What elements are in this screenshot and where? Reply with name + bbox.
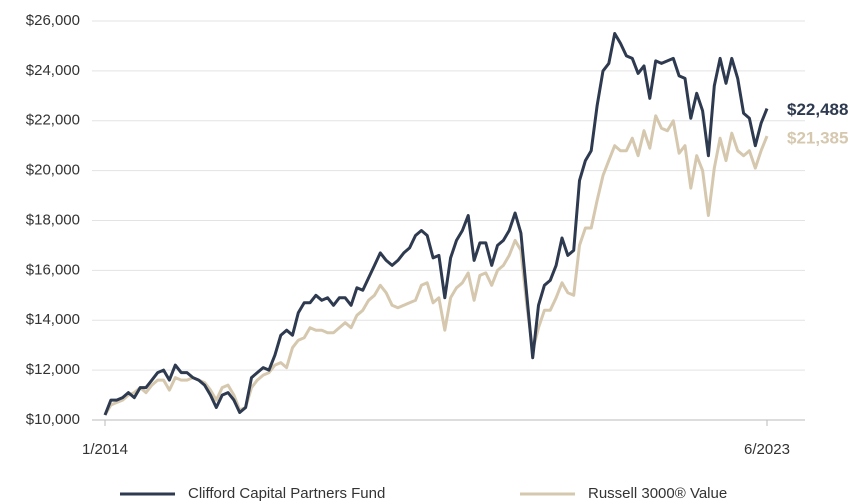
series-line (103, 32, 769, 416)
y-tick-label: $22,000 (26, 112, 80, 129)
x-tick-label: 1/2014 (82, 441, 128, 458)
y-tick-label: $12,000 (26, 361, 80, 378)
y-tick-label: $26,000 (26, 12, 80, 29)
x-tick-label: 6/2023 (744, 441, 790, 458)
legend-label: Russell 3000® Value (588, 485, 727, 502)
y-tick-label: $20,000 (26, 162, 80, 179)
y-tick-label: $18,000 (26, 211, 80, 228)
series-line (103, 114, 769, 416)
y-tick-label: $10,000 (26, 411, 80, 428)
data-label: $21,385 (787, 129, 848, 148)
y-tick-label: $14,000 (26, 311, 80, 328)
y-tick-label: $24,000 (26, 62, 80, 79)
data-label: $22,488 (787, 100, 848, 119)
legend-label: Clifford Capital Partners Fund (188, 485, 385, 502)
y-tick-label: $16,000 (26, 261, 80, 278)
